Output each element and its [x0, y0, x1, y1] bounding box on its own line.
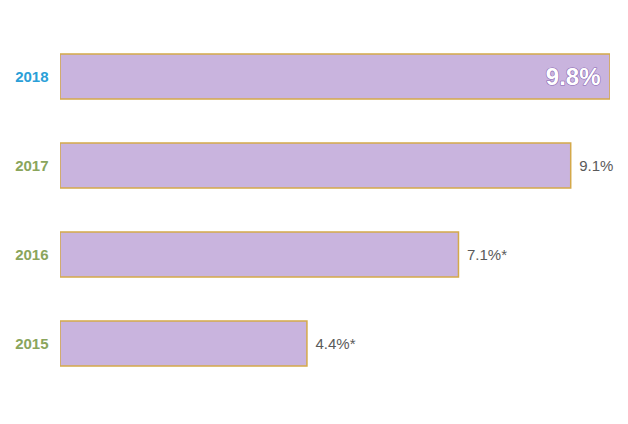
svg-text:2016: 2016 — [15, 246, 48, 263]
svg-text:2017: 2017 — [15, 157, 48, 174]
svg-text:9.1%: 9.1% — [579, 157, 613, 174]
svg-text:2018: 2018 — [15, 68, 48, 85]
svg-text:9.8%: 9.8% — [546, 63, 601, 90]
svg-text:7.1%*: 7.1%* — [467, 246, 507, 263]
svg-text:4.4%*: 4.4%* — [315, 335, 355, 352]
svg-text:2015: 2015 — [15, 335, 48, 352]
